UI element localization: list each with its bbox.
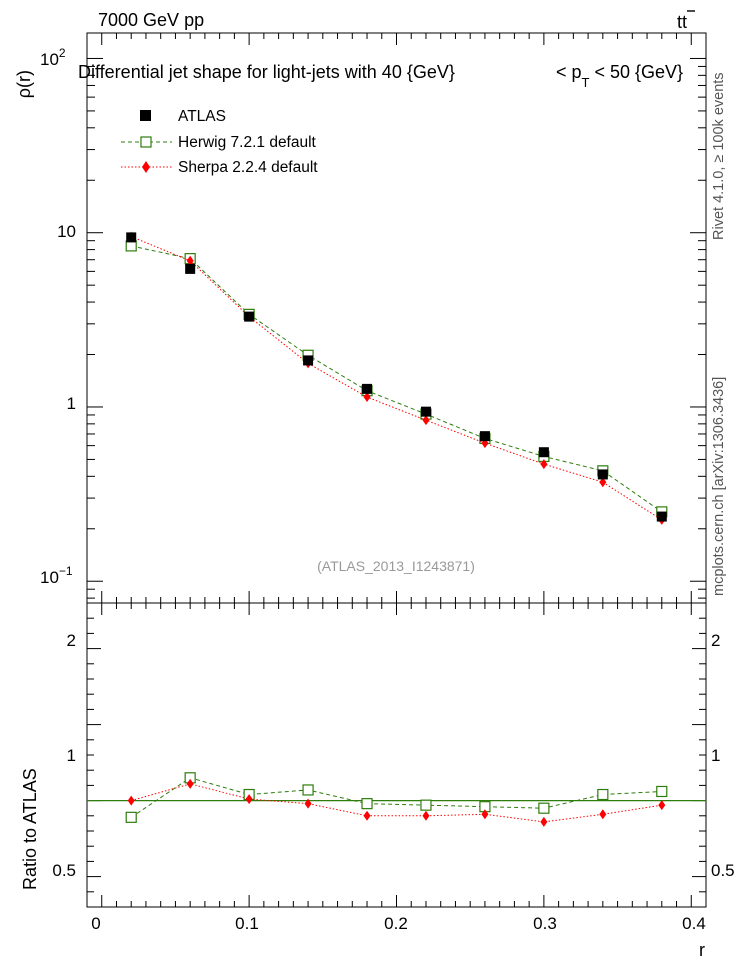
y-tick-0.1: 10−1 [40, 564, 73, 587]
herwig-ratio-point [656, 785, 668, 798]
sherpa-line [131, 236, 663, 521]
sherpa-ratio-point [245, 794, 253, 805]
legend-label-sherpa: Sherpa 2.2.4 default [178, 159, 318, 176]
x-axis-label: r [699, 940, 705, 960]
y-axis-label: ρ(r) [14, 70, 34, 98]
herwig-ratio-point [125, 811, 137, 823]
sherpa-ratio-point [304, 798, 312, 809]
header-process-label: tt [677, 12, 687, 32]
sherpa-point [363, 392, 371, 403]
herwig-ratio-point [420, 799, 432, 811]
ratio-data-layer [125, 772, 668, 827]
ratio-y-tick-1-left: 1 [67, 746, 76, 765]
legend-marker-sherpa [142, 161, 150, 173]
herwig-ratio-point [361, 798, 373, 810]
ratio-axis-ticks [87, 603, 706, 907]
x-tick-0.1: 0.1 [235, 914, 259, 933]
herwig-point [125, 240, 137, 252]
herwig-ratio-point [597, 788, 609, 801]
y-tick-10: 10 [57, 222, 76, 241]
atlas-point [185, 263, 196, 274]
sherpa-ratio-point [481, 809, 489, 820]
legend-marker-atlas [140, 110, 151, 121]
sherpa-ratio-point [127, 795, 135, 806]
sherpa-ratio-line [131, 783, 662, 823]
x-tick-0.4: 0.4 [682, 914, 706, 933]
atlas-point [303, 355, 314, 366]
sherpa-ratio-point [658, 800, 666, 811]
main-data-layer [125, 231, 668, 525]
sherpa-ratio-point [186, 778, 194, 789]
legend-marker-herwig [140, 136, 152, 148]
header-energy-label: 7000 GeV pp [98, 10, 204, 30]
y-tick-100: 102 [40, 46, 66, 69]
herwig-ratio-point [538, 802, 550, 814]
ratio-y-tick-0.5-right: 0.5 [711, 861, 735, 880]
x-tick-0: 0 [91, 914, 100, 933]
sherpa-point [422, 415, 430, 426]
atlas-point [479, 431, 490, 442]
sherpa-ratio-point [363, 810, 371, 821]
plot-title-range: < pT< 50 {GeV} [556, 62, 683, 90]
mcplots-label: mcplots.cern.ch [arXiv:1306.3436] [711, 377, 727, 596]
main-axis-ticks [87, 33, 706, 603]
sherpa-point [540, 459, 548, 470]
sherpa-ratio-point [422, 810, 430, 821]
plot-title: Differential jet shape for light-jets wi… [78, 62, 455, 82]
sherpa-point [186, 255, 194, 266]
atlas-point [538, 447, 549, 458]
sherpa-ratio-point [599, 809, 607, 820]
atlas-point [244, 311, 255, 322]
ratio-y-tick-2-left: 2 [67, 631, 76, 650]
y-tick-1: 1 [67, 394, 76, 413]
herwig-ratio-point [302, 784, 314, 796]
rivet-version-label: Rivet 4.1.0, ≥ 100k events [711, 72, 727, 240]
ratio-plot-frame [86, 602, 707, 908]
legend-label-atlas: ATLAS [178, 108, 226, 125]
atlas-point [420, 406, 431, 417]
ratio-y-axis-label: Ratio to ATLAS [20, 768, 40, 890]
atlas-point [597, 469, 608, 480]
x-tick-0.2: 0.2 [384, 914, 408, 933]
sherpa-point [599, 477, 607, 488]
ratio-y-tick-0.5-left: 0.5 [52, 861, 76, 880]
sherpa-ratio-point [540, 816, 548, 827]
legend-label-herwig: Herwig 7.2.1 default [178, 134, 317, 151]
atlas-point [362, 383, 373, 394]
legend: ATLAS Herwig 7.2.1 default Sherpa 2.2.4 … [121, 108, 318, 176]
x-tick-0.3: 0.3 [533, 914, 557, 933]
herwig-ratio-line [130, 777, 662, 818]
analysis-reference: (ATLAS_2013_I1243871) [317, 558, 475, 574]
atlas-point [126, 232, 137, 243]
ratio-y-tick-1-right: 1 [711, 746, 720, 765]
herwig-line [131, 245, 663, 513]
ratio-y-tick-2-right: 2 [711, 631, 720, 650]
atlas-point [656, 511, 667, 522]
